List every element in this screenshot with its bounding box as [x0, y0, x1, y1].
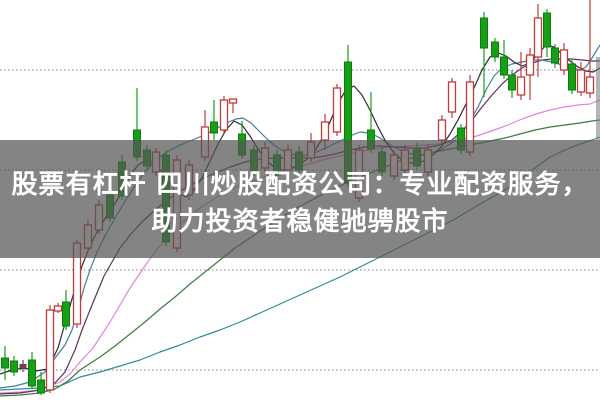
candle-down [480, 17, 488, 49]
candle-down [37, 379, 45, 394]
overlay-title-line2: 助力投资者稳健驰骋股市 [151, 207, 449, 237]
candle-up [45, 309, 55, 391]
candle-up [447, 81, 457, 113]
candle-down [568, 63, 576, 91]
candle-down [508, 74, 516, 91]
candle-down [28, 359, 36, 387]
candle-down [210, 121, 218, 134]
candle-down [1, 357, 9, 369]
candle-up [437, 119, 447, 141]
candle-up [53, 305, 63, 312]
candle-up [559, 49, 569, 71]
candle-down [551, 47, 559, 64]
candle-down [62, 301, 70, 327]
title-overlay-banner: 股票有杠杆 四川炒股配资公司：专业配资服务， 助力投资者稳健驰骋股市 [0, 140, 600, 258]
candle-down [491, 41, 499, 58]
candle-up [332, 87, 342, 133]
candle-down [10, 360, 18, 373]
candle-up [228, 98, 238, 104]
candle-up [320, 121, 330, 141]
candle-down [500, 56, 508, 76]
candle-up [585, 76, 595, 94]
overlay-title-line1: 股票有杠杆 四川炒股配资公司：专业配资服务， [11, 170, 589, 200]
candle-up [576, 69, 586, 93]
edge-mark [596, 57, 600, 140]
candle-down [543, 12, 551, 48]
candle-up [525, 54, 535, 76]
candle-up [533, 17, 543, 58]
candle-doji [19, 364, 27, 368]
candle-up [219, 99, 229, 131]
candle-up [516, 76, 526, 96]
